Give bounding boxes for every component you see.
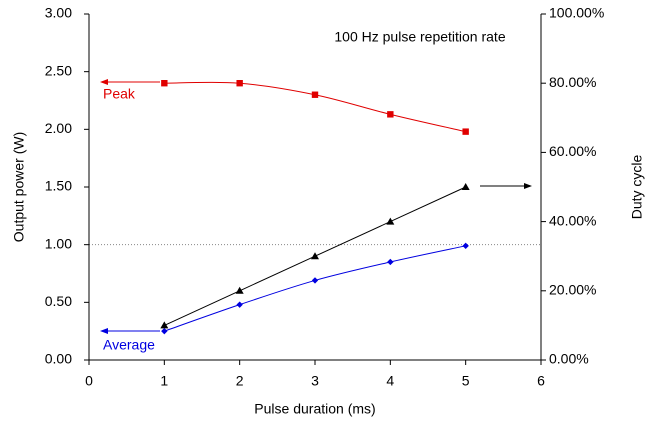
y-tick-label: 0.00	[45, 351, 72, 367]
y2-axis-title: Duty cycle	[629, 155, 645, 220]
x-tick-label: 5	[462, 373, 470, 389]
marker	[461, 183, 470, 190]
arrowhead	[524, 183, 532, 189]
annotation: 100 Hz pulse repetition rate	[334, 29, 505, 45]
x-axis-title: Pulse duration (ms)	[254, 401, 375, 417]
marker	[387, 258, 394, 266]
y2-tick-label: 80.00%	[549, 74, 596, 90]
arrows	[100, 79, 532, 334]
marker	[161, 327, 168, 335]
marker	[311, 91, 319, 98]
x-tick-label: 6	[537, 373, 545, 389]
y2-tick-label: 100.00%	[549, 5, 604, 21]
y-tick-label: 1.00	[45, 235, 72, 251]
y2-tick-label: 40.00%	[549, 212, 596, 228]
arrowhead	[100, 328, 108, 334]
marker	[311, 252, 319, 260]
y-tick-label: 0.50	[45, 293, 72, 309]
marker	[236, 301, 243, 308]
series-line	[164, 81, 466, 133]
y-tick-label: 3.00	[45, 5, 72, 21]
marker	[235, 286, 244, 294]
arrowhead	[100, 79, 108, 85]
x-tick-label: 2	[236, 373, 244, 389]
annotation: Average	[103, 337, 155, 353]
marker	[236, 80, 243, 87]
marker	[160, 321, 169, 329]
y-tick-label: 2.50	[45, 62, 72, 78]
y2-tick-label: 60.00%	[549, 143, 596, 159]
marker	[387, 111, 394, 118]
x-tick-label: 0	[85, 373, 93, 389]
y2-tick-label: 20.00%	[549, 282, 596, 298]
marker	[386, 217, 395, 225]
y-tick-label: 2.00	[45, 120, 72, 136]
marker	[311, 277, 319, 284]
marker	[462, 242, 469, 250]
y-tick-label: 1.50	[45, 178, 72, 194]
marker	[161, 80, 168, 87]
x-tick-label: 1	[160, 373, 168, 389]
annotation: Peak	[103, 86, 136, 102]
y2-tick-label: 0.00%	[549, 351, 589, 367]
y-axis-title: Output power (W)	[11, 132, 27, 242]
x-tick-label: 4	[386, 373, 394, 389]
marker	[462, 128, 469, 135]
x-tick-label: 3	[311, 373, 319, 389]
